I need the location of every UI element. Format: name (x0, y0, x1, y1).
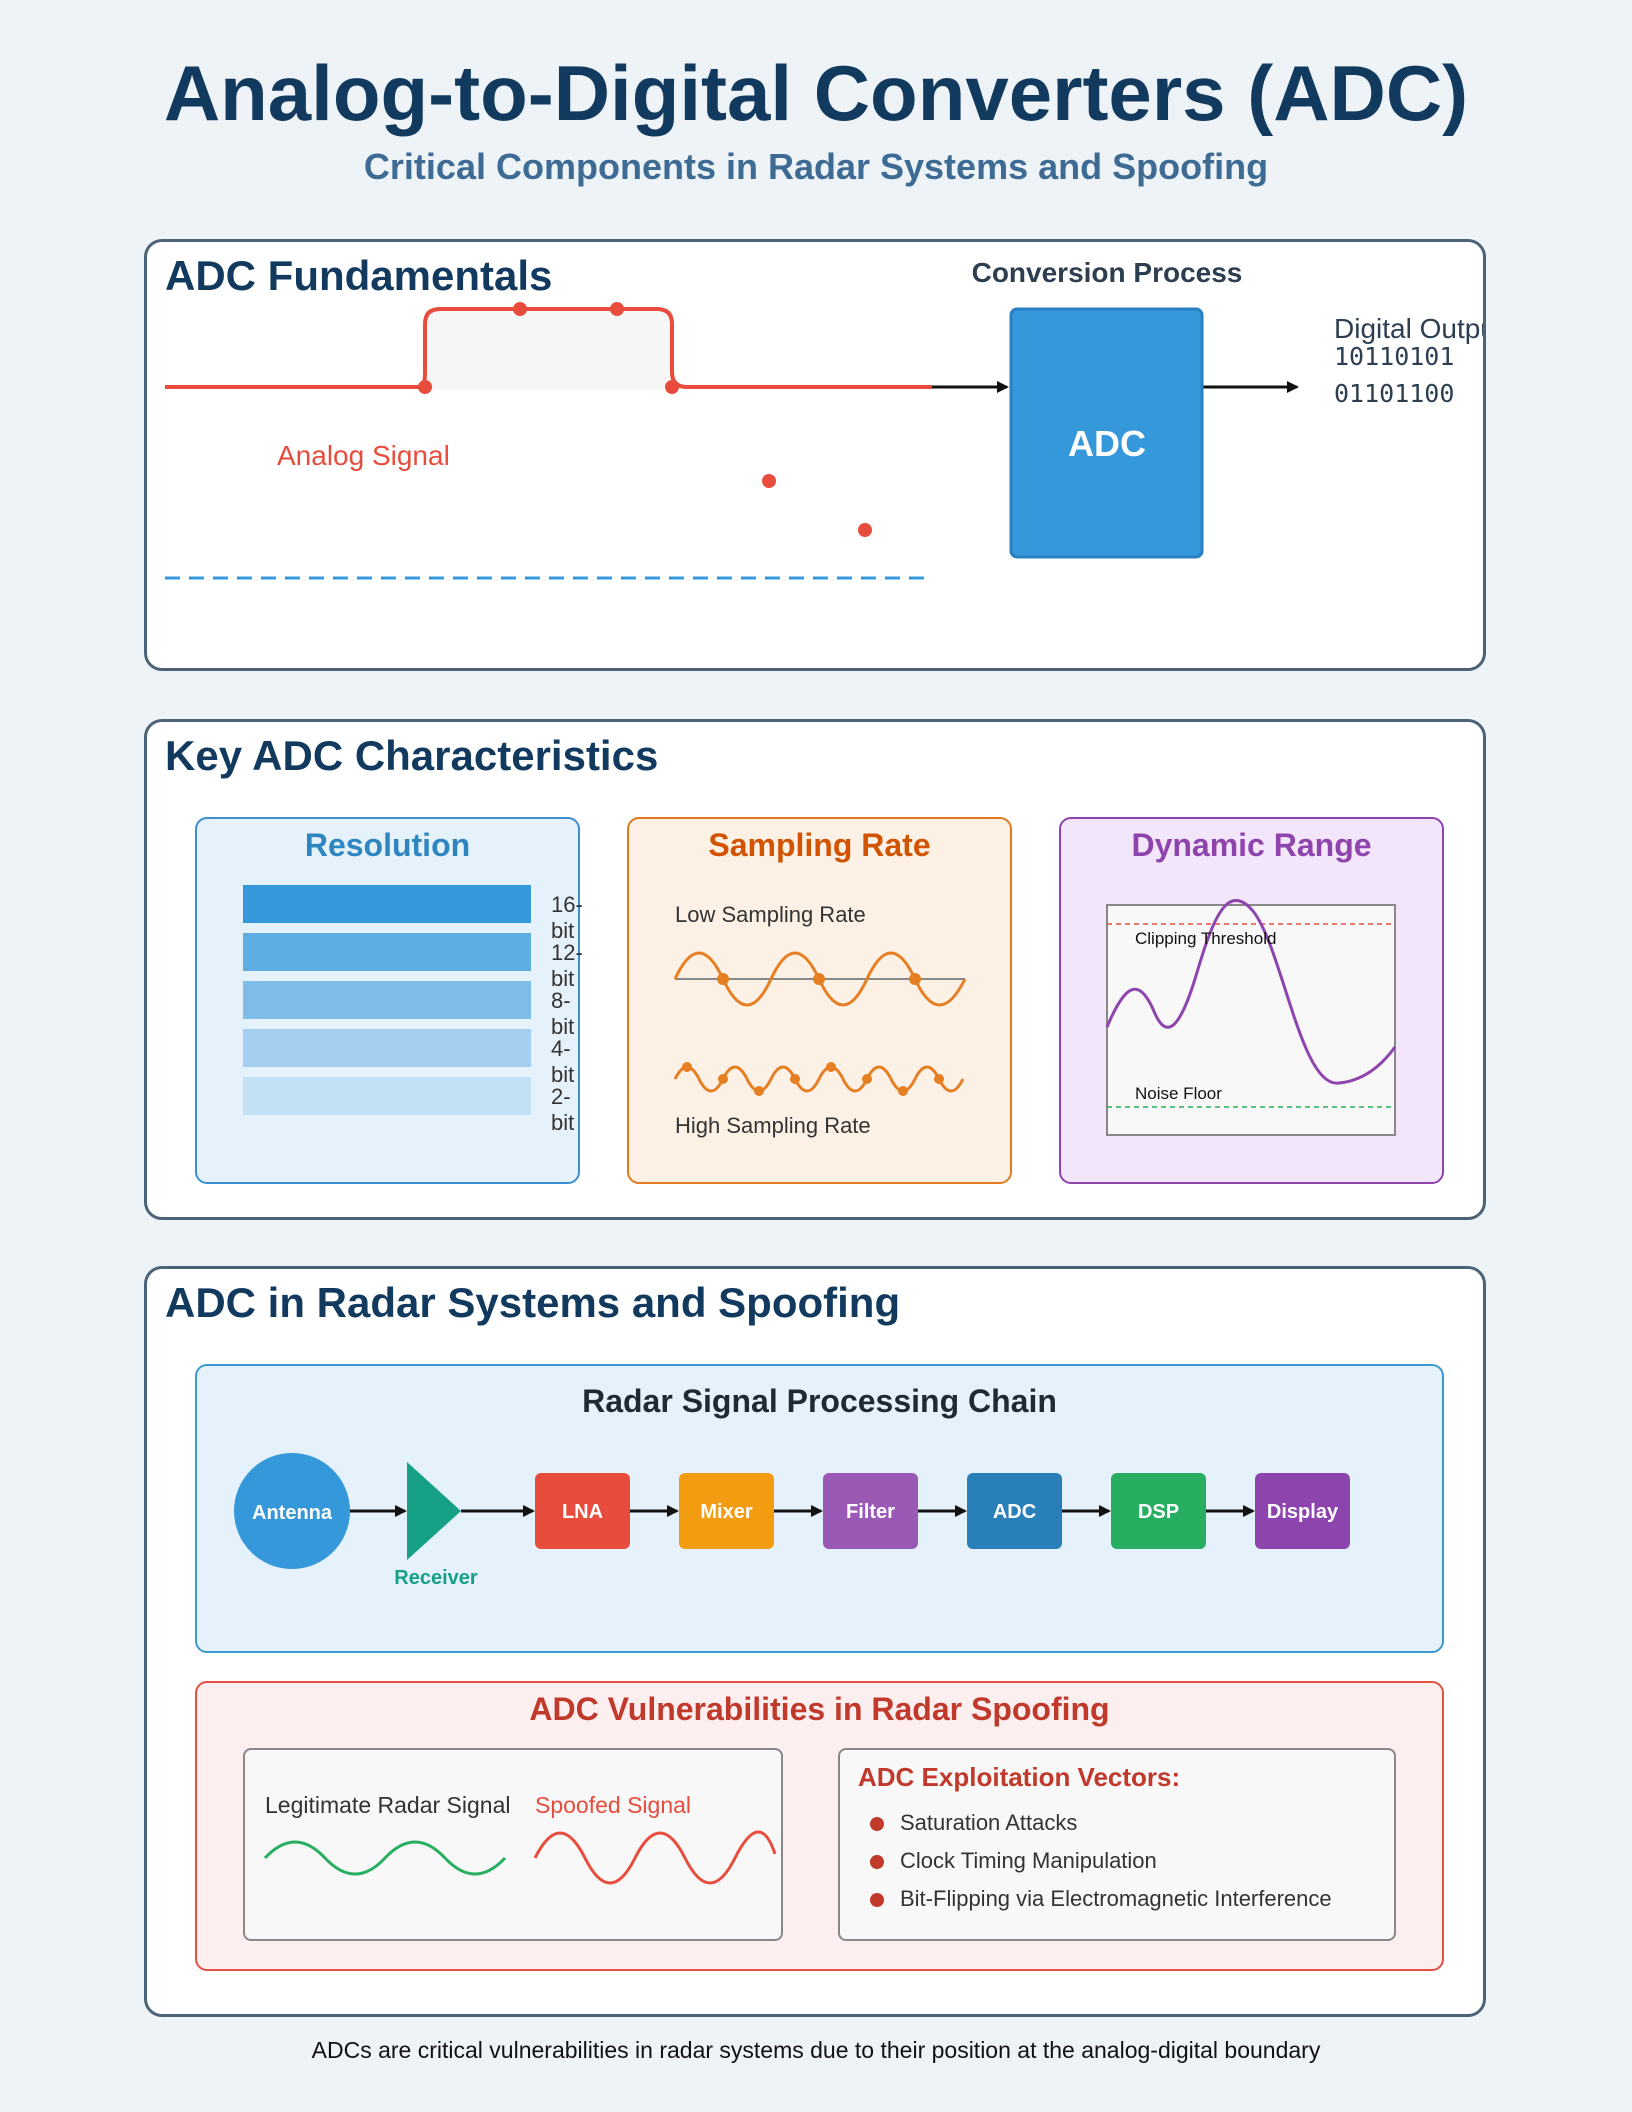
dynamic-range-card: Dynamic Range Clipping Threshold Noise F… (1059, 817, 1444, 1184)
sample-point (858, 523, 872, 537)
receiver-label: Receiver (394, 1567, 478, 1589)
chain-block-mixer (679, 1473, 774, 1549)
dynamic-range-signal (1105, 898, 1397, 1085)
chain-block-adc (967, 1473, 1062, 1549)
resolution-card: Resolution 16-bit 12-bit 8-bit 4-bit 2-b… (195, 817, 583, 1184)
resolution-bar-8 (243, 981, 531, 1019)
dynamic-range-plot: Clipping Threshold Noise Floor (1105, 898, 1397, 1136)
radar-chain-diagram: Antenna Receiver LNA Mixer Filter ADC DSP Dis… (234, 1453, 1350, 1589)
chain-block-label: LNA (562, 1501, 603, 1523)
bullet-icon (870, 1893, 884, 1907)
chain-block-label: Filter (846, 1501, 895, 1523)
chain-block-display (1255, 1473, 1350, 1549)
bullet-icon (870, 1817, 884, 1831)
radar-title: ADC in Radar Systems and Spoofing (165, 1279, 901, 1326)
chain-block-label: Display (1267, 1501, 1339, 1523)
exploitation-vector-1-text: Saturation Attacks (900, 1810, 1078, 1835)
radar-section: ADC in Radar Systems and Spoofing Radar … (144, 1266, 1486, 2017)
spoofed-signal-label: Spoofed Signal (535, 1792, 692, 1818)
fundamentals-section: ADC Fundamentals ADC Conversion Process … (144, 239, 1486, 671)
vulnerabilities-title: ADC Vulnerabilities in Radar Spoofing (529, 1691, 1110, 1727)
exploitation-vectors-title: ADC Exploitation Vectors: (858, 1762, 1181, 1792)
sample-point (513, 302, 527, 316)
antenna-label: Antenna (252, 1502, 333, 1524)
resolution-bar-2 (243, 1077, 531, 1115)
high-sample-point (682, 1062, 692, 1072)
exploitation-vector-3-text: Bit-Flipping via Electromagnetic Interfe… (900, 1886, 1332, 1911)
low-sample-point (909, 973, 921, 985)
high-sample-point (898, 1086, 908, 1096)
sampling-waves (673, 951, 967, 1096)
sampling-rate-title: Sampling Rate (708, 827, 931, 863)
process-label: Conversion Process (972, 257, 1243, 288)
adc-block (1009, 307, 1204, 559)
chain-block-label: ADC (993, 1501, 1036, 1523)
noise-floor-label: Noise Floor (1135, 1084, 1222, 1103)
digital-output-line-2: 01101100 (1334, 379, 1454, 408)
high-sampling-label: High Sampling Rate (675, 1113, 871, 1138)
radar-chain-card: Radar Signal Processing Chain Antenna Re… (195, 1364, 1444, 1653)
high-sample-point (754, 1086, 764, 1096)
radar-chain-title: Radar Signal Processing Chain (582, 1383, 1057, 1419)
resolution-label-16: 16-bit (551, 892, 583, 943)
pulse-fill (425, 309, 673, 389)
dynamic-range-title: Dynamic Range (1131, 827, 1372, 863)
sample-point (418, 380, 432, 394)
legitimate-signal-wave (263, 1840, 507, 1876)
resolution-label-12: 12-bit (551, 940, 583, 991)
exploitation-vector-1: Saturation Attacks (870, 1810, 1390, 1840)
footer-note: ADCs are critical vulnerabilities in rad… (311, 2037, 1321, 2063)
high-sample-point (718, 1074, 728, 1084)
receiver-amplifier-icon (407, 1462, 461, 1560)
exploitation-vector-2: Clock Timing Manipulation (870, 1848, 1390, 1878)
sample-point (610, 302, 624, 316)
sample-point (665, 380, 679, 394)
analog-signal-line (165, 307, 932, 389)
resolution-title: Resolution (304, 827, 471, 863)
high-sample-point (790, 1074, 800, 1084)
signal-waves (263, 1830, 777, 1885)
fundamentals-title: ADC Fundamentals (165, 252, 553, 299)
high-sample-point (862, 1074, 872, 1084)
low-sample-point (813, 973, 825, 985)
chain-block-label: Mixer (700, 1501, 752, 1523)
exploitation-vectors-panel: ADC Exploitation Vectors: Saturation Att… (838, 1748, 1396, 1941)
page-title: Analog-to-Digital Converters (ADC) (163, 49, 1469, 137)
low-sample-point (717, 973, 729, 985)
resolution-label-8: 8-bit (551, 988, 575, 1039)
sampling-rate-card: Sampling Rate Low Sampling Rate High Sam… (627, 817, 1012, 1184)
clipping-threshold-label: Clipping Threshold (1135, 929, 1276, 948)
resolution-label-4: 4-bit (551, 1036, 575, 1087)
legitimate-signal-label: Legitimate Radar Signal (265, 1792, 511, 1818)
dynamic-range-frame (1106, 904, 1396, 1136)
sample-point (762, 474, 776, 488)
resolution-label-2: 2-bit (551, 1084, 575, 1135)
exploitation-vector-3: Bit-Flipping via Electromagnetic Interfe… (870, 1886, 1390, 1916)
conversion-diagram: ADC Conversion Process Analog Signal Dig… (165, 257, 1483, 580)
chain-block-filter (823, 1473, 918, 1549)
spoofed-signal-wave (533, 1830, 777, 1885)
antenna-node (234, 1453, 350, 1569)
high-sample-point (934, 1074, 944, 1084)
vulnerabilities-card: ADC Vulnerabilities in Radar Spoofing Le… (195, 1681, 1444, 1971)
adc-block-label: ADC (1068, 423, 1146, 464)
characteristics-section: Key ADC Characteristics Resolution 16-bi… (144, 719, 1486, 1220)
low-sampling-label: Low Sampling Rate (675, 902, 866, 927)
analog-signal-label: Analog Signal (277, 440, 450, 471)
resolution-bar-16 (243, 885, 531, 923)
bullet-icon (870, 1855, 884, 1869)
chain-block-dsp (1111, 1473, 1206, 1549)
digital-output-label: Digital Output (1334, 313, 1483, 344)
chain-blocks: LNA Mixer Filter ADC DSP Display (535, 1473, 1350, 1549)
chain-block-lna (535, 1473, 630, 1549)
characteristics-title: Key ADC Characteristics (165, 732, 659, 779)
page-subtitle: Critical Components in Radar Systems and… (363, 146, 1269, 187)
signal-comparison-panel: Legitimate Radar Signal Spoofed Signal (243, 1748, 783, 1941)
high-sample-point (826, 1062, 836, 1072)
resolution-bar-12 (243, 933, 531, 971)
digital-output-line-1: 10110101 (1334, 342, 1454, 371)
resolution-bar-4 (243, 1029, 531, 1067)
chain-block-label: DSP (1138, 1501, 1179, 1523)
exploitation-vector-2-text: Clock Timing Manipulation (900, 1848, 1157, 1873)
